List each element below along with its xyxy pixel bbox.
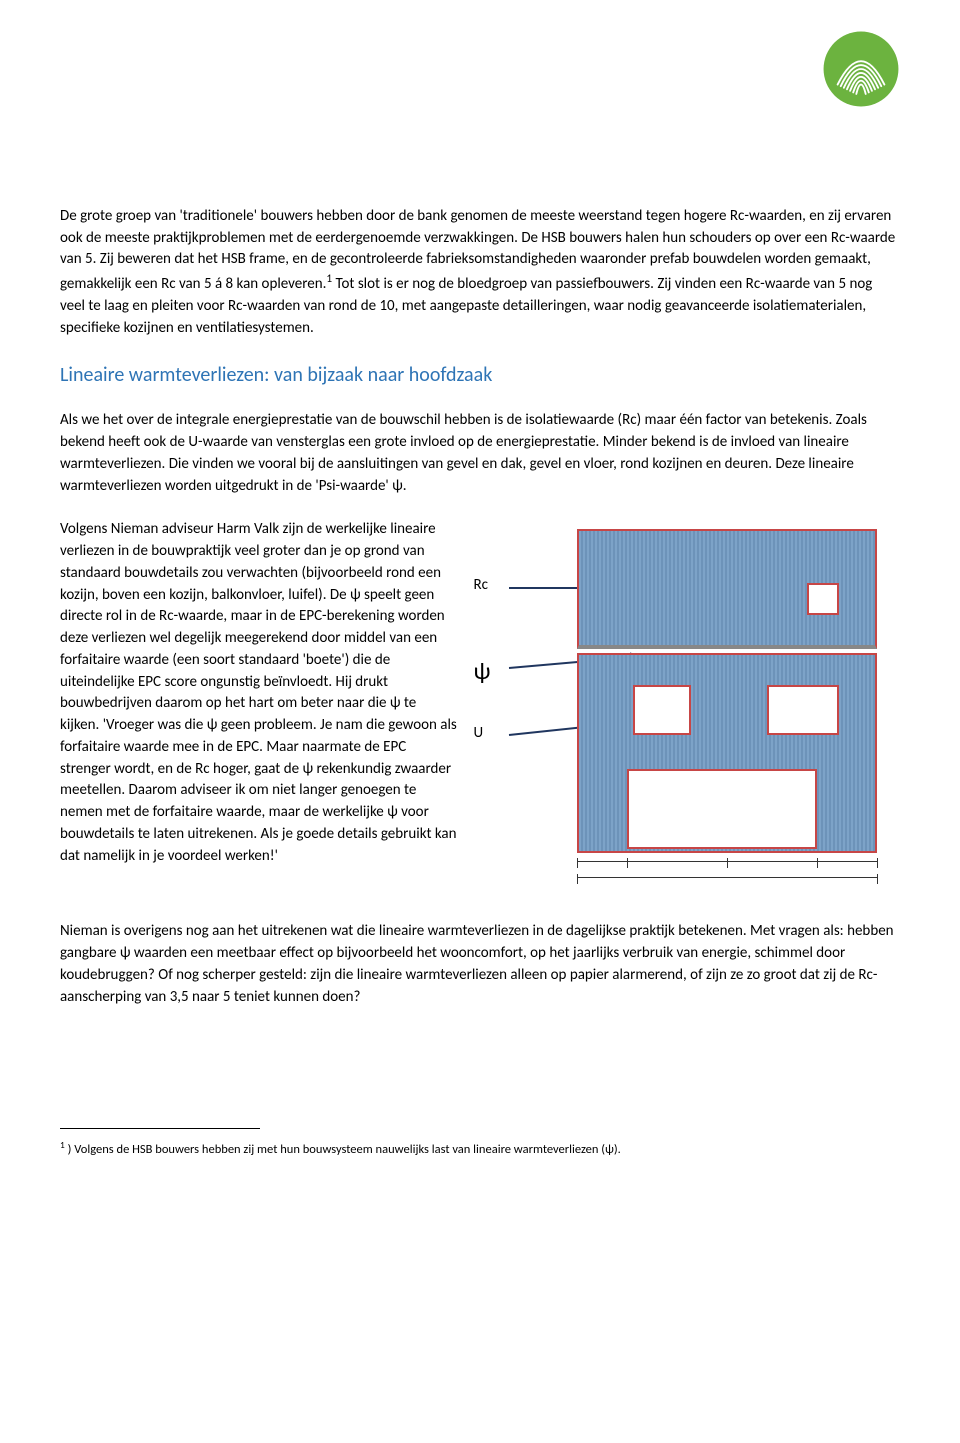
two-column-row: Volgens Nieman adviseur Harm Valk zijn d…	[60, 519, 900, 899]
section-heading: Lineaire warmteverliezen: van bijzaak na…	[60, 361, 900, 390]
section-paragraph-2: Volgens Nieman adviseur Harm Valk zijn d…	[60, 519, 457, 867]
diagram-window-mid-left	[633, 685, 691, 735]
column-left: Volgens Nieman adviseur Harm Valk zijn d…	[60, 519, 457, 867]
diagram-window-mid-right	[767, 685, 839, 735]
diagram-dimension-row2	[577, 877, 877, 891]
column-right: Rc ψ U	[469, 519, 900, 899]
footnote-1: 1 ) Volgens de HSB bouwers hebben zij me…	[60, 1139, 900, 1159]
section-paragraph-1: Als we het over de integrale energiepres…	[60, 410, 900, 497]
facade-diagram: Rc ψ U	[469, 519, 889, 899]
header-logo-wrap	[60, 30, 900, 116]
diagram-label-psi: ψ	[473, 655, 490, 690]
diagram-facade	[577, 529, 877, 859]
diagram-label-u: U	[473, 723, 483, 745]
diagram-window-small	[807, 583, 839, 615]
footnote-separator	[60, 1128, 260, 1129]
footnote-text: ) Volgens de HSB bouwers hebben zij met …	[65, 1142, 621, 1157]
diagram-label-rc: Rc	[473, 575, 488, 597]
fingerprint-logo	[822, 30, 900, 108]
section-paragraph-3: Nieman is overigens nog aan het uitreken…	[60, 921, 900, 1008]
diagram-door-opening	[627, 769, 817, 849]
intro-paragraph: De grote groep van 'traditionele' bouwer…	[60, 206, 900, 340]
